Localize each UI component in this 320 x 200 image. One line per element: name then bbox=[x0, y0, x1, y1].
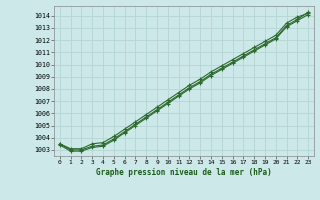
X-axis label: Graphe pression niveau de la mer (hPa): Graphe pression niveau de la mer (hPa) bbox=[96, 168, 272, 177]
